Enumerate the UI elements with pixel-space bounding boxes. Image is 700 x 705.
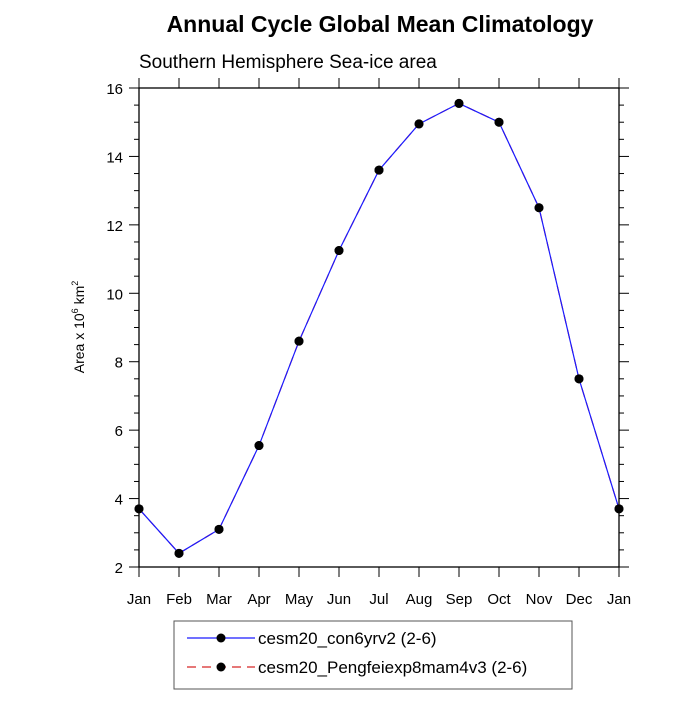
legend-marker-0	[216, 633, 226, 643]
x-tick-label: Jul	[369, 591, 388, 608]
series-0-point	[294, 336, 304, 346]
x-axis: Jan Feb Mar Apr May Jun Jul Aug Sep Oct Nov Dec Jan	[127, 78, 631, 608]
y-tick-label: 12	[106, 218, 123, 235]
series-0-point	[614, 504, 624, 514]
series-0-point	[334, 246, 344, 256]
y-axis-label-exponent: 6	[70, 308, 80, 313]
y-tick-label: 4	[115, 492, 123, 509]
x-tick-label: Oct	[487, 591, 511, 608]
y-axis: 2 4 6 8 10 12 14 16	[106, 81, 629, 577]
series-0-point	[254, 441, 264, 451]
x-tick-label: Dec	[566, 591, 593, 608]
chart-title: Annual Cycle Global Mean Climatology	[167, 11, 594, 37]
legend-marker-1	[216, 662, 226, 672]
y-tick-label: 2	[115, 560, 123, 577]
y-axis-label-unit-exponent: 2	[70, 281, 80, 286]
series-0-point	[214, 524, 224, 534]
y-axis-label-prefix: Area x 10	[71, 313, 87, 373]
x-tick-label: Feb	[166, 591, 192, 608]
series-0-point	[494, 117, 504, 127]
legend-label-0: cesm20_con6yrv2 (2-6)	[258, 629, 437, 648]
x-tick-label: Aug	[406, 591, 433, 608]
series-0-point	[454, 98, 464, 108]
y-tick-label: 16	[106, 81, 123, 98]
legend-box	[173, 620, 573, 690]
y-tick-label: 14	[106, 149, 123, 166]
x-tick-label: Nov	[526, 591, 553, 608]
series-0-point	[534, 203, 544, 213]
x-tick-label: Apr	[247, 591, 270, 608]
series-group	[134, 98, 624, 558]
plot-frame	[138, 87, 620, 568]
y-tick-label: 8	[115, 355, 123, 372]
series-0-point	[374, 165, 384, 175]
x-tick-label: Jan	[607, 591, 631, 608]
legend: cesm20_con6yrv2 (2-6) cesm20_Pengfeiexp8…	[173, 620, 573, 690]
series-0-point	[414, 119, 424, 129]
x-tick-label: May	[285, 591, 314, 608]
y-axis-label: Area x 106 km2	[70, 281, 87, 374]
x-tick-label: Jan	[127, 591, 151, 608]
legend-label-1: cesm20_Pengfeiexp8mam4v3 (2-6)	[258, 658, 527, 677]
y-axis-label-unit: km	[71, 286, 87, 309]
x-tick-label: Jun	[327, 591, 351, 608]
series-0-point	[574, 374, 584, 384]
series-0-point	[174, 548, 184, 558]
series-0-point	[134, 504, 144, 514]
y-tick-label: 10	[106, 286, 123, 303]
x-tick-label: Mar	[206, 591, 232, 608]
y-tick-label: 6	[115, 423, 123, 440]
chart-subtitle: Southern Hemisphere Sea-ice area	[139, 52, 437, 73]
x-tick-label: Sep	[446, 591, 473, 608]
plot-border	[138, 87, 620, 568]
